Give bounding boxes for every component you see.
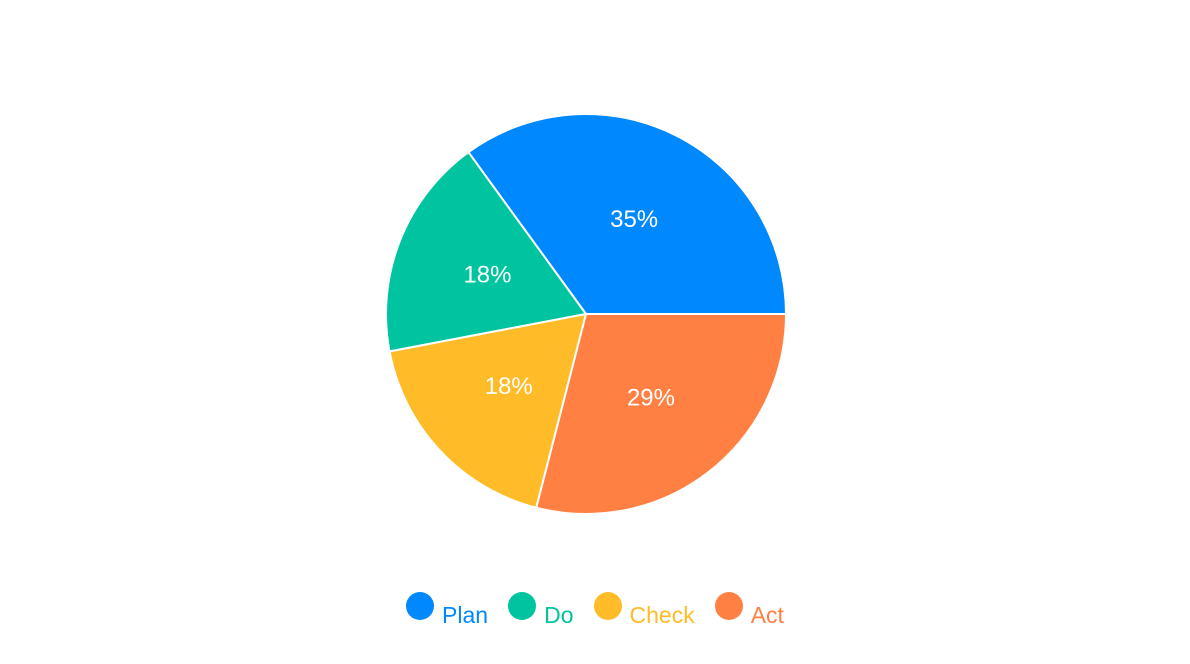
legend-item-do[interactable]: Do <box>508 590 574 628</box>
slice-label-do: 18% <box>463 261 511 288</box>
legend-item-plan[interactable]: Plan <box>406 590 488 627</box>
legend-item-act[interactable]: Act <box>714 590 784 628</box>
slice-label-act: 29% <box>627 384 675 411</box>
legend-swatch-do <box>508 592 537 620</box>
legend-item-check[interactable]: Check <box>593 590 695 628</box>
legend-label-do: Do <box>544 602 574 628</box>
legend-swatch-check <box>593 592 622 620</box>
pie-slice-check[interactable] <box>388 312 588 509</box>
legend-swatch-plan <box>406 592 435 620</box>
pie-slice-do[interactable] <box>385 150 588 353</box>
legend-label-act: Act <box>750 602 784 628</box>
slice-label-check: 18% <box>485 373 533 400</box>
legend-swatch-act <box>714 592 743 620</box>
legend-label-check: Check <box>629 602 695 628</box>
pie-slice-act[interactable] <box>535 313 788 515</box>
pie-slice-plan[interactable] <box>467 113 788 315</box>
chart-legend: Plan Do Check Act <box>0 590 1190 627</box>
slice-label-plan: 35% <box>610 206 658 233</box>
legend-label-plan: Plan <box>442 602 489 628</box>
